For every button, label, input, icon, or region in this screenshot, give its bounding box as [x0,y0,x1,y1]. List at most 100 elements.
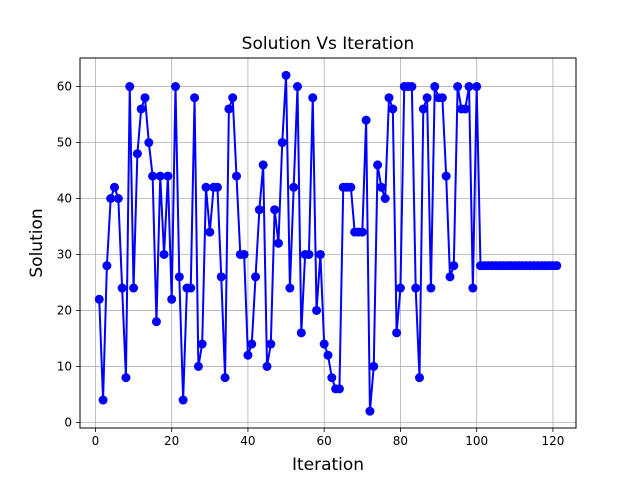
data-point [418,104,428,114]
data-point [159,249,169,259]
data-point [468,283,478,293]
data-point [98,395,108,405]
data-point [441,171,451,181]
data-point [365,406,375,416]
data-point [239,249,249,259]
data-point [121,373,131,383]
data-point [174,272,184,282]
data-point [258,160,268,170]
data-point [422,93,432,103]
data-point [304,249,314,259]
data-point [296,328,306,338]
y-tick-label: 40 [57,191,72,205]
data-point [449,261,459,271]
data-point [151,317,161,327]
data-point [197,339,207,349]
data-point [453,82,463,92]
data-point [357,227,367,237]
x-tick-label: 100 [465,434,488,448]
data-point [232,171,242,181]
data-point [384,93,394,103]
data-point [186,283,196,293]
data-point [201,182,211,192]
data-point [254,205,264,215]
data-point [376,182,386,192]
data-point [430,82,440,92]
data-point [190,93,200,103]
y-tick-label: 20 [57,303,72,317]
data-point [220,373,230,383]
data-point [247,339,257,349]
data-point [334,384,344,394]
data-point [262,361,272,371]
data-point [136,104,146,114]
data-point [392,328,402,338]
data-point [270,205,280,215]
data-point [293,82,303,92]
data-point [289,182,299,192]
x-axis-label: Iteration [292,455,364,475]
data-point [308,93,318,103]
data-point [426,283,436,293]
data-point [216,272,226,282]
data-point [193,361,203,371]
y-axis-label: Solution [27,208,47,277]
data-point [125,82,135,92]
data-point [327,373,337,383]
data-point [144,138,154,148]
x-tick-label: 0 [92,434,100,448]
data-point [273,238,283,248]
data-series [94,70,562,416]
axis-ticks: 0 20 40 60 80 100 120 0 10 20 30 40 50 60 [57,80,565,448]
data-point [552,261,562,271]
y-tick-label: 60 [57,80,72,94]
data-point [224,104,234,114]
data-point [285,283,295,293]
data-point [94,294,104,304]
data-point [277,138,287,148]
x-tick-label: 40 [240,434,255,448]
chart-title: Solution Vs Iteration [242,34,415,54]
data-point [205,227,215,237]
data-point [323,350,333,360]
data-point [369,361,379,371]
data-point [315,249,325,259]
x-tick-label: 20 [164,434,179,448]
data-point [140,93,150,103]
data-point [411,283,421,293]
data-point [171,82,181,92]
data-point [281,70,291,80]
data-point [251,272,261,282]
x-tick-label: 60 [317,434,332,448]
data-point [106,193,116,203]
data-point [155,171,165,181]
data-point [373,160,383,170]
data-point [178,395,188,405]
data-point [361,115,371,125]
data-point [460,104,470,114]
data-point [472,82,482,92]
data-point [148,171,158,181]
data-point [380,193,390,203]
x-tick-label: 120 [541,434,564,448]
data-point [102,261,112,271]
y-tick-label: 0 [64,415,72,429]
data-point [407,82,417,92]
data-point [228,93,238,103]
data-point [110,182,120,192]
data-point [388,104,398,114]
y-tick-label: 50 [57,136,72,150]
data-point [129,283,139,293]
data-point [395,283,405,293]
y-tick-label: 10 [57,359,72,373]
data-point [445,272,455,282]
data-point [243,350,253,360]
data-point [163,171,173,181]
data-point [113,193,123,203]
data-point [312,305,322,315]
x-tick-label: 80 [393,434,408,448]
data-point [132,149,142,159]
data-point [212,182,222,192]
